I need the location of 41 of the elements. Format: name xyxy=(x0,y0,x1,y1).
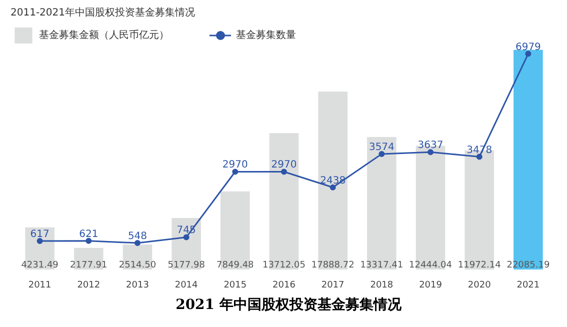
data-label: 2970 xyxy=(222,160,248,171)
x-tick-label: 2020 xyxy=(468,280,492,290)
data-label: 3574 xyxy=(368,142,394,153)
x-tick-label: 2018 xyxy=(370,280,394,290)
data-label: 2970 xyxy=(271,160,297,171)
x-tick-label: 2014 xyxy=(174,280,198,290)
data-label: 4231.49 xyxy=(21,260,59,270)
data-label: 3637 xyxy=(418,140,444,152)
legend-label: 基金募集金额（人民币亿元） xyxy=(39,28,169,42)
x-tick-label: 2019 xyxy=(419,280,442,290)
point xyxy=(232,168,238,175)
point xyxy=(281,168,287,175)
point xyxy=(36,238,43,244)
x-tick-label: 2017 xyxy=(321,280,344,290)
legend-label: 基金募集数量 xyxy=(236,28,296,42)
data-label: 621 xyxy=(79,228,98,240)
data-label: 5177.98 xyxy=(168,260,206,270)
x-tick-label: 2011 xyxy=(28,280,52,290)
data-label: 17888.72 xyxy=(311,260,354,270)
data-label: 2177.91 xyxy=(70,260,108,270)
x-tick-label: 2013 xyxy=(126,280,149,290)
data-label: 13317.41 xyxy=(360,260,404,270)
x-tick-label: 2021 xyxy=(516,280,540,290)
text: 2021 年中国股权投资基金募集情况 xyxy=(176,296,402,315)
chart-title: 2011-2021年中国股权投资基金募集情况 xyxy=(10,6,196,18)
x-tick-label: 2015 xyxy=(224,280,247,290)
data-label: 2514.50 xyxy=(118,260,156,270)
data-label: 7849.48 xyxy=(216,260,254,270)
x-tick-label: 2016 xyxy=(272,280,296,290)
data-label: 617 xyxy=(30,228,50,240)
data-label: 11972.14 xyxy=(458,260,502,270)
point xyxy=(428,149,434,156)
point xyxy=(86,238,92,244)
data-label: 12444.04 xyxy=(409,260,452,270)
data-label: 13712.05 xyxy=(262,260,306,270)
data-label: 6979 xyxy=(515,42,541,53)
x-tick-label: 2012 xyxy=(77,280,100,290)
point xyxy=(525,50,532,57)
point xyxy=(134,240,140,246)
point xyxy=(378,150,385,157)
data-label: 548 xyxy=(128,231,148,242)
